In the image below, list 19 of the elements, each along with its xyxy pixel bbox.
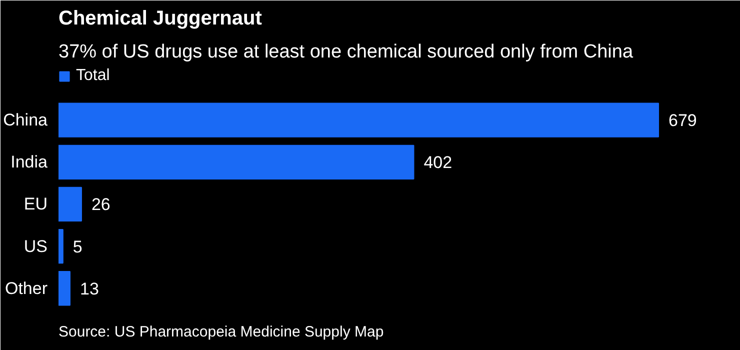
chart-subtitle: 37% of US drugs use at least one chemical sourced only from China xyxy=(58,42,634,62)
y-tick-label: India xyxy=(10,152,48,172)
y-tick-label: Other xyxy=(4,278,48,298)
bar xyxy=(58,228,64,264)
legend-label: Total xyxy=(76,67,110,85)
source-note: Source: US Pharmacopeia Medicine Supply Map xyxy=(58,324,384,340)
bar xyxy=(58,144,414,180)
bar xyxy=(58,186,82,222)
y-tick-label: EU xyxy=(24,194,48,214)
data-label: 13 xyxy=(80,279,99,298)
y-tick-label: China xyxy=(3,110,48,130)
y-tick-label: US xyxy=(24,236,48,256)
data-label: 679 xyxy=(668,111,697,130)
data-label: 402 xyxy=(424,153,452,172)
bar xyxy=(58,271,70,306)
chart-title: Chemical Juggernaut xyxy=(58,8,262,30)
data-label: 26 xyxy=(91,195,110,214)
bar xyxy=(58,102,659,138)
data-label: 5 xyxy=(72,237,82,256)
